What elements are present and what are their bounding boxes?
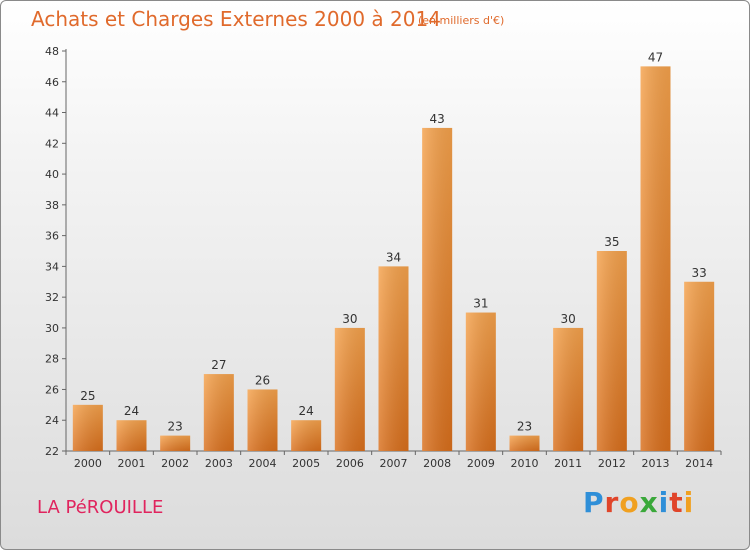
x-tick-label: 2004 [249,457,277,470]
y-tick-label: 30 [45,322,59,335]
bar-shade [640,66,671,451]
bar-shade [553,327,584,451]
bar-shade [247,389,278,451]
y-tick-label: 28 [45,353,59,366]
y-tick-label: 44 [45,107,59,120]
y-tick-label: 36 [45,230,59,243]
proxiti-logo[interactable]: Proxiti [583,486,694,519]
bars: 25 24 23 27 26 24 30 34 43 31 23 30 35 47 33 [72,50,715,451]
y-tick-label: 34 [45,260,59,273]
bar-value-label: 27 [211,358,226,372]
x-tick-label: 2006 [336,457,364,470]
x-tick-label: 2003 [205,457,233,470]
x-tick-label: 2005 [292,457,320,470]
logo-letter: P [583,486,605,519]
x-tick-label: 2013 [642,457,670,470]
bar-shade [291,420,322,451]
bar-value-label: 26 [255,373,270,387]
axes: 22 24 26 28 30 32 34 36 38 40 42 44 46 48 2000 2001 2002… [45,45,722,470]
x-tick-label: 2012 [598,457,626,470]
x-tick-label: 2010 [511,457,539,470]
bar-value-label: 23 [517,420,532,434]
bar-shade [378,266,409,451]
bar-shade [422,127,453,451]
logo-letter: i [658,486,670,519]
y-tick-label: 46 [45,76,59,89]
x-tick-label: 2009 [467,457,495,470]
y-tick-label: 38 [45,199,59,212]
x-tick-label: 2002 [161,457,189,470]
logo-letter: x [639,486,659,519]
logo-letter: r [604,486,620,519]
x-tick-label: 2011 [554,457,582,470]
y-tick-label: 48 [45,45,59,58]
bar-shade [596,251,627,451]
chart-title: Achats et Charges Externes 2000 à 2014 [31,7,441,31]
bar-value-label: 30 [561,312,576,326]
x-tick-label: 2008 [423,457,451,470]
bar-shade [509,435,540,451]
bar-shade [72,404,103,451]
bar-shade [203,374,234,451]
bar-shade [116,420,147,451]
y-tick-label: 42 [45,137,59,150]
bar-value-label: 25 [80,389,95,403]
y-tick-label: 32 [45,291,59,304]
x-tick-label: 2001 [118,457,146,470]
y-tick-label: 40 [45,168,59,181]
city-name: LA PéROUILLE [37,497,164,518]
bar-value-label: 47 [648,50,663,64]
bar-value-label: 34 [386,250,401,264]
x-tick-label: 2014 [685,457,713,470]
y-tick-label: 26 [45,383,59,396]
bar-value-label: 24 [124,404,139,418]
bar-shade [684,281,715,451]
logo-letter: i [683,486,695,519]
bar-value-label: 43 [430,112,445,126]
bar-shade [465,312,496,451]
bar-shade [160,435,191,451]
x-tick-label: 2007 [380,457,408,470]
logo-letter: t [669,486,684,519]
bar-shade [334,327,365,451]
chart-subtitle: (en milliers d'€) [418,14,505,27]
bar-value-label: 24 [299,404,314,418]
y-tick-label: 22 [45,445,59,458]
x-tick-label: 2000 [74,457,102,470]
y-tick-label: 24 [45,414,59,427]
bar-value-label: 30 [342,312,357,326]
logo-letter: o [619,486,640,519]
bar-value-label: 35 [604,235,619,249]
bar-value-label: 33 [692,266,707,280]
bar-value-label: 31 [473,297,488,311]
bar-value-label: 23 [168,420,183,434]
